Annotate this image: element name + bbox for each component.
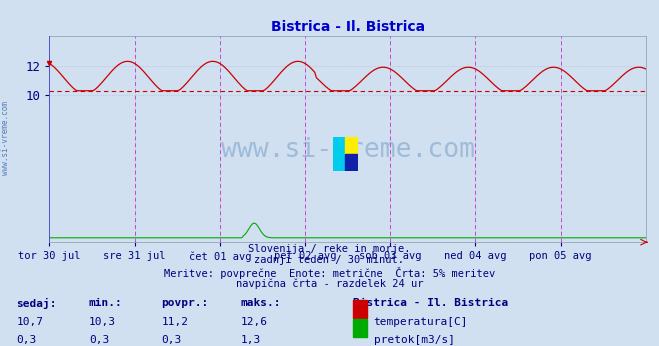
Text: www.si-vreme.com: www.si-vreme.com xyxy=(1,101,10,175)
Text: pretok[m3/s]: pretok[m3/s] xyxy=(374,335,455,345)
Text: sedaj:: sedaj: xyxy=(16,298,57,309)
Bar xyxy=(333,137,345,171)
FancyBboxPatch shape xyxy=(353,319,367,337)
Text: 10,3: 10,3 xyxy=(89,317,116,327)
Text: zadnji teden / 30 minut.: zadnji teden / 30 minut. xyxy=(254,255,405,265)
Text: povpr.:: povpr.: xyxy=(161,298,209,308)
Text: 1,3: 1,3 xyxy=(241,335,261,345)
Text: 0,3: 0,3 xyxy=(16,335,37,345)
Text: 12,6: 12,6 xyxy=(241,317,268,327)
Text: www.si-vreme.com: www.si-vreme.com xyxy=(221,137,474,163)
Text: min.:: min.: xyxy=(89,298,123,308)
FancyBboxPatch shape xyxy=(353,300,367,318)
Text: 11,2: 11,2 xyxy=(161,317,188,327)
Text: maks.:: maks.: xyxy=(241,298,281,308)
Text: 0,3: 0,3 xyxy=(161,335,182,345)
Bar xyxy=(345,154,358,171)
Text: 0,3: 0,3 xyxy=(89,335,109,345)
Text: navpična črta - razdelek 24 ur: navpična črta - razdelek 24 ur xyxy=(236,279,423,289)
Text: temperatura[C]: temperatura[C] xyxy=(374,317,468,327)
Text: Bistrica - Il. Bistrica: Bistrica - Il. Bistrica xyxy=(353,298,508,308)
Text: 10,7: 10,7 xyxy=(16,317,43,327)
Text: Slovenija / reke in morje.: Slovenija / reke in morje. xyxy=(248,244,411,254)
Title: Bistrica - Il. Bistrica: Bistrica - Il. Bistrica xyxy=(271,20,424,34)
Text: Meritve: povprečne  Enote: metrične  Črta: 5% meritev: Meritve: povprečne Enote: metrične Črta:… xyxy=(164,267,495,279)
Bar xyxy=(345,137,358,154)
